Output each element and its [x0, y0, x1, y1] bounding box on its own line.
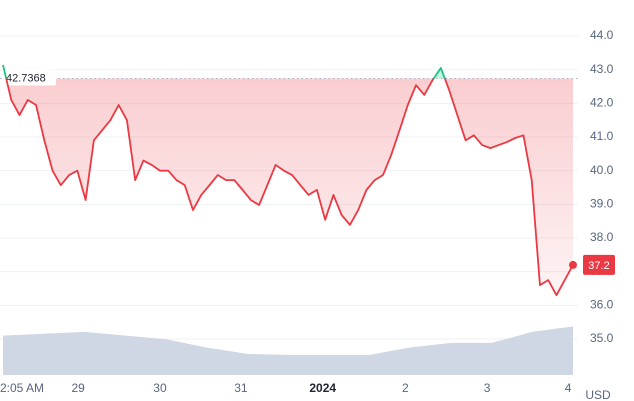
price-fill: [3, 64, 573, 296]
x-tick-label: 2:05 AM: [0, 381, 44, 395]
baseline-label-box: [2, 69, 56, 86]
x-tick-label: 2024: [309, 381, 336, 395]
y-tick-label: 42.0: [590, 96, 614, 110]
y-tick-label: 36.0: [590, 298, 614, 312]
y-tick-label: 40.0: [590, 163, 614, 177]
volume-area: [3, 326, 573, 375]
currency-label: USD: [585, 388, 611, 401]
last-price-box: [583, 254, 615, 275]
y-tick-label: 35.0: [590, 331, 614, 345]
x-tick-label: 3: [484, 381, 491, 395]
y-tick-label: 44.0: [590, 28, 614, 42]
x-tick-label: 4: [565, 381, 572, 395]
x-tick-label: 31: [234, 381, 248, 395]
x-tick-label: 30: [153, 381, 167, 395]
x-tick-label: 29: [71, 381, 85, 395]
y-tick-label: 41.0: [590, 129, 614, 143]
last-price-label: 37.2: [588, 260, 609, 272]
price-line: [2, 64, 574, 297]
baseline-label: 42.7368: [6, 72, 46, 84]
y-tick-label: 38.0: [590, 230, 614, 244]
last-price-dot: [569, 260, 577, 269]
y-tick-label: 39.0: [590, 197, 614, 211]
x-tick-label: 2: [402, 381, 409, 395]
y-tick-label: 43.0: [590, 62, 614, 76]
